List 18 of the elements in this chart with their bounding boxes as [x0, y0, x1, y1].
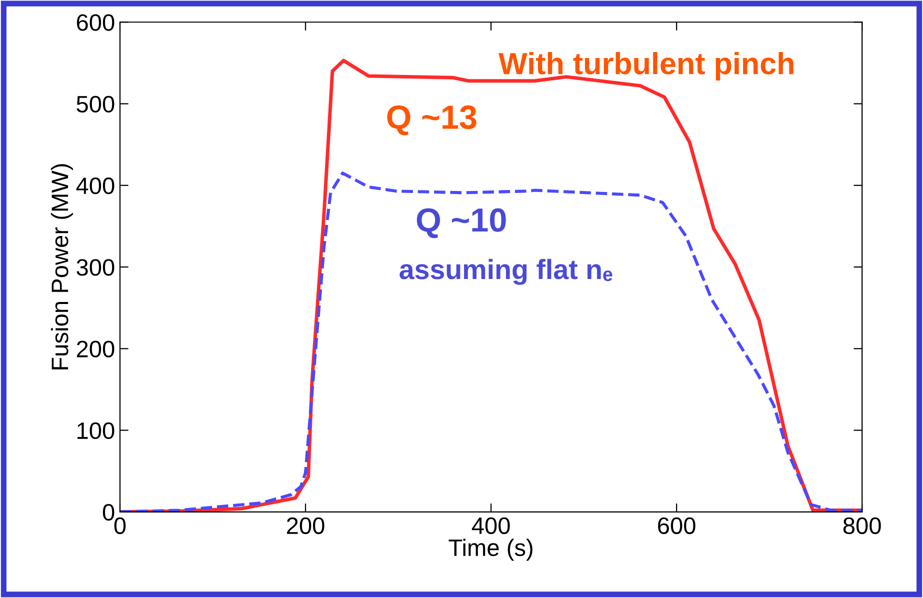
- x-tick-label: 200: [287, 517, 324, 534]
- y-axis-title: Fusion Power (MW): [50, 164, 73, 370]
- y-tick-label: 500: [76, 96, 114, 113]
- x-tick-label: 600: [658, 517, 696, 534]
- x-tick-label: 400: [472, 517, 510, 534]
- y-tick-label: 0: [102, 504, 114, 521]
- annotation: assuming flat nₑ: [400, 258, 612, 285]
- y-tick-label: 200: [76, 340, 114, 358]
- y-tick-label: 300: [76, 259, 114, 276]
- y-tick-label: 400: [76, 177, 114, 194]
- x-tick-label: 800: [843, 517, 881, 534]
- x-axis-title: Time (s): [448, 538, 532, 561]
- x-tick-label: 0: [114, 517, 126, 534]
- annotation: Q ~13: [387, 105, 476, 136]
- annotation: Q ~10: [416, 208, 506, 238]
- annotation: With turbulent pinch: [498, 52, 794, 80]
- y-tick-label: 100: [78, 422, 114, 440]
- y-tick-label: 600: [76, 14, 114, 31]
